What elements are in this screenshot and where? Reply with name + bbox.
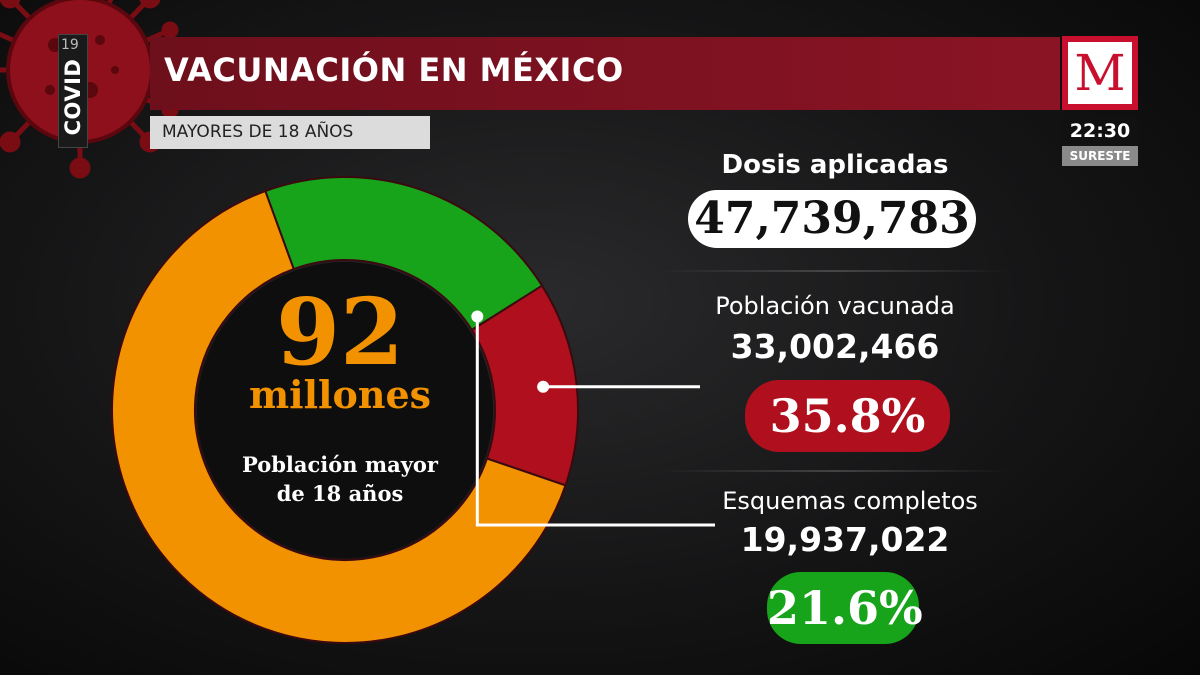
leader-line-completos-dot [471, 310, 484, 323]
vacunada-percent-pill: 35.8% [745, 380, 950, 452]
vacunada-label: Población vacunada [715, 292, 955, 320]
page-title: VACUNACIÓN EN MÉXICO [164, 51, 624, 89]
donut-hole [197, 262, 493, 558]
subtitle-bar: MAYORES DE 18 AÑOS [150, 116, 430, 149]
dosis-value: 47,739,783 [694, 193, 970, 244]
completos-percent: 21.6% [767, 581, 923, 635]
donut-slice [264, 176, 544, 332]
leader-line-vacunada-dot [537, 380, 550, 393]
dosis-value-pill: 47,739,783 [688, 190, 976, 248]
donut-center-label-line1: Población mayor [242, 452, 438, 477]
logo-letter: M [1074, 44, 1126, 102]
vacunada-value: 33,002,466 [730, 327, 940, 366]
covid-number: 19 [61, 37, 79, 53]
separator [660, 470, 1010, 472]
region-box: SURESTE [1062, 146, 1138, 166]
region-label: SURESTE [1069, 149, 1131, 163]
leader-line-completos [475, 316, 715, 527]
clock-time: 22:30 [1069, 120, 1131, 142]
time-box: 22:30 [1062, 118, 1138, 144]
donut-slice [111, 189, 567, 644]
page-subtitle: MAYORES DE 18 AÑOS [162, 122, 354, 142]
dosis-label: Dosis aplicadas [721, 150, 949, 180]
donut-center-label: Población mayor de 18 años [230, 450, 450, 508]
completos-label: Esquemas completos [722, 487, 978, 515]
separator [660, 270, 1010, 272]
completos-percent-pill: 21.6% [767, 572, 923, 644]
donut-center-unit: millones [248, 372, 432, 417]
completos-value: 19,937,022 [740, 520, 950, 559]
donut-center-label-line2: de 18 años [276, 481, 404, 506]
vacunada-percent: 35.8% [769, 389, 926, 443]
donut-center-value: 92 [275, 278, 405, 386]
m-logo-icon: M [1062, 36, 1138, 110]
title-bar: VACUNACIÓN EN MÉXICO [150, 37, 1060, 110]
covid-tag: COVID 19 [58, 34, 88, 148]
